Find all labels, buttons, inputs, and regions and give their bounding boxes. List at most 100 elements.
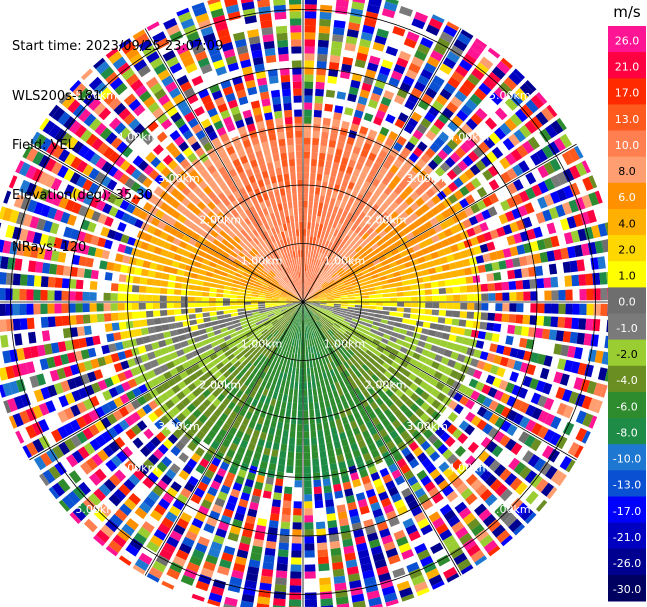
velocity-cell <box>436 392 447 402</box>
velocity-cell <box>304 278 307 286</box>
velocity-cell <box>491 66 506 80</box>
velocity-cell <box>359 126 369 135</box>
velocity-cell <box>559 133 573 148</box>
velocity-cell <box>466 285 475 293</box>
velocity-cell <box>360 314 368 319</box>
velocity-cell <box>498 260 507 270</box>
velocity-cell <box>362 205 371 215</box>
velocity-cell <box>316 351 321 359</box>
velocity-cell <box>345 429 354 438</box>
velocity-cell <box>338 339 345 346</box>
velocity-cell <box>480 283 489 292</box>
velocity-cell <box>388 516 400 527</box>
velocity-cell <box>326 406 333 415</box>
velocity-cell <box>362 255 370 262</box>
velocity-cell <box>321 282 328 288</box>
velocity-cell <box>464 424 475 436</box>
velocity-cell <box>276 356 282 364</box>
velocity-cell <box>482 77 497 90</box>
velocity-cell <box>368 291 376 295</box>
velocity-cell <box>349 337 357 344</box>
velocity-cell <box>131 303 139 310</box>
velocity-cell <box>311 353 315 361</box>
velocity-cell <box>222 302 230 306</box>
velocity-cell <box>206 331 215 338</box>
velocity-cell <box>287 330 292 338</box>
velocity-cell <box>152 287 161 294</box>
velocity-cell <box>308 271 311 279</box>
velocity-cell <box>446 51 460 64</box>
velocity-cell <box>442 535 457 547</box>
velocity-cell <box>303 304 306 312</box>
velocity-cell <box>415 186 425 196</box>
velocity-cell <box>352 600 366 607</box>
velocity-cell <box>303 292 306 300</box>
velocity-cell <box>536 92 548 105</box>
velocity-cell <box>202 292 210 297</box>
velocity-cell <box>313 338 317 346</box>
velocity-cell <box>332 375 338 384</box>
velocity-cell <box>303 389 308 397</box>
velocity-cell <box>402 255 411 263</box>
velocity-cell <box>131 294 139 301</box>
velocity-cell <box>366 369 375 377</box>
velocity-cell <box>333 275 341 282</box>
velocity-cell <box>390 384 399 393</box>
velocity-cell <box>317 209 322 217</box>
velocity-cell <box>530 291 538 301</box>
velocity-cell <box>486 352 496 363</box>
velocity-cell <box>323 341 329 349</box>
velocity-cell <box>414 487 426 499</box>
velocity-cell <box>320 281 327 287</box>
velocity-cell <box>330 168 338 177</box>
velocity-cell <box>477 331 486 340</box>
velocity-cell <box>424 253 433 262</box>
velocity-cell <box>195 285 203 291</box>
velocity-cell <box>324 103 333 112</box>
velocity-cell <box>370 501 381 512</box>
velocity-cell <box>433 136 445 148</box>
velocity-cell <box>469 164 481 176</box>
velocity-cell <box>503 513 518 528</box>
velocity-cell <box>365 247 374 255</box>
velocity-cell <box>480 436 492 449</box>
velocity-cell <box>272 442 280 451</box>
velocity-cell <box>376 565 389 576</box>
velocity-cell <box>435 523 449 535</box>
velocity-cell <box>481 303 489 311</box>
velocity-cell <box>270 506 281 515</box>
velocity-cell <box>215 302 223 306</box>
velocity-cell <box>476 419 488 431</box>
velocity-cell <box>268 132 277 141</box>
velocity-cell <box>340 297 348 300</box>
velocity-cell <box>330 284 338 290</box>
velocity-cell <box>201 302 209 307</box>
velocity-cell <box>571 317 580 330</box>
velocity-cell <box>229 576 243 586</box>
velocity-cell <box>320 408 327 416</box>
velocity-cell <box>542 382 553 395</box>
velocity-cell <box>290 564 302 572</box>
velocity-cell <box>314 244 318 252</box>
velocity-cell <box>401 487 413 498</box>
velocity-cell <box>303 207 308 215</box>
velocity-cell <box>482 423 494 435</box>
velocity-cell <box>321 357 327 365</box>
velocity-cell <box>325 275 332 282</box>
velocity-cell <box>457 327 466 336</box>
velocity-cell <box>285 216 290 224</box>
velocity-cell <box>312 302 320 304</box>
velocity-cell <box>330 327 337 334</box>
velocity-cell <box>327 320 334 326</box>
velocity-cell <box>376 298 384 302</box>
velocity-cell <box>329 345 335 353</box>
velocity-cell <box>379 126 390 137</box>
velocity-cell <box>535 478 549 493</box>
velocity-cell <box>428 511 441 523</box>
velocity-cell <box>562 261 571 273</box>
velocity-cell <box>327 258 334 266</box>
velocity-cell <box>169 329 178 337</box>
velocity-cell <box>374 335 383 342</box>
velocity-cell <box>416 283 425 290</box>
velocity-cell <box>308 388 313 396</box>
